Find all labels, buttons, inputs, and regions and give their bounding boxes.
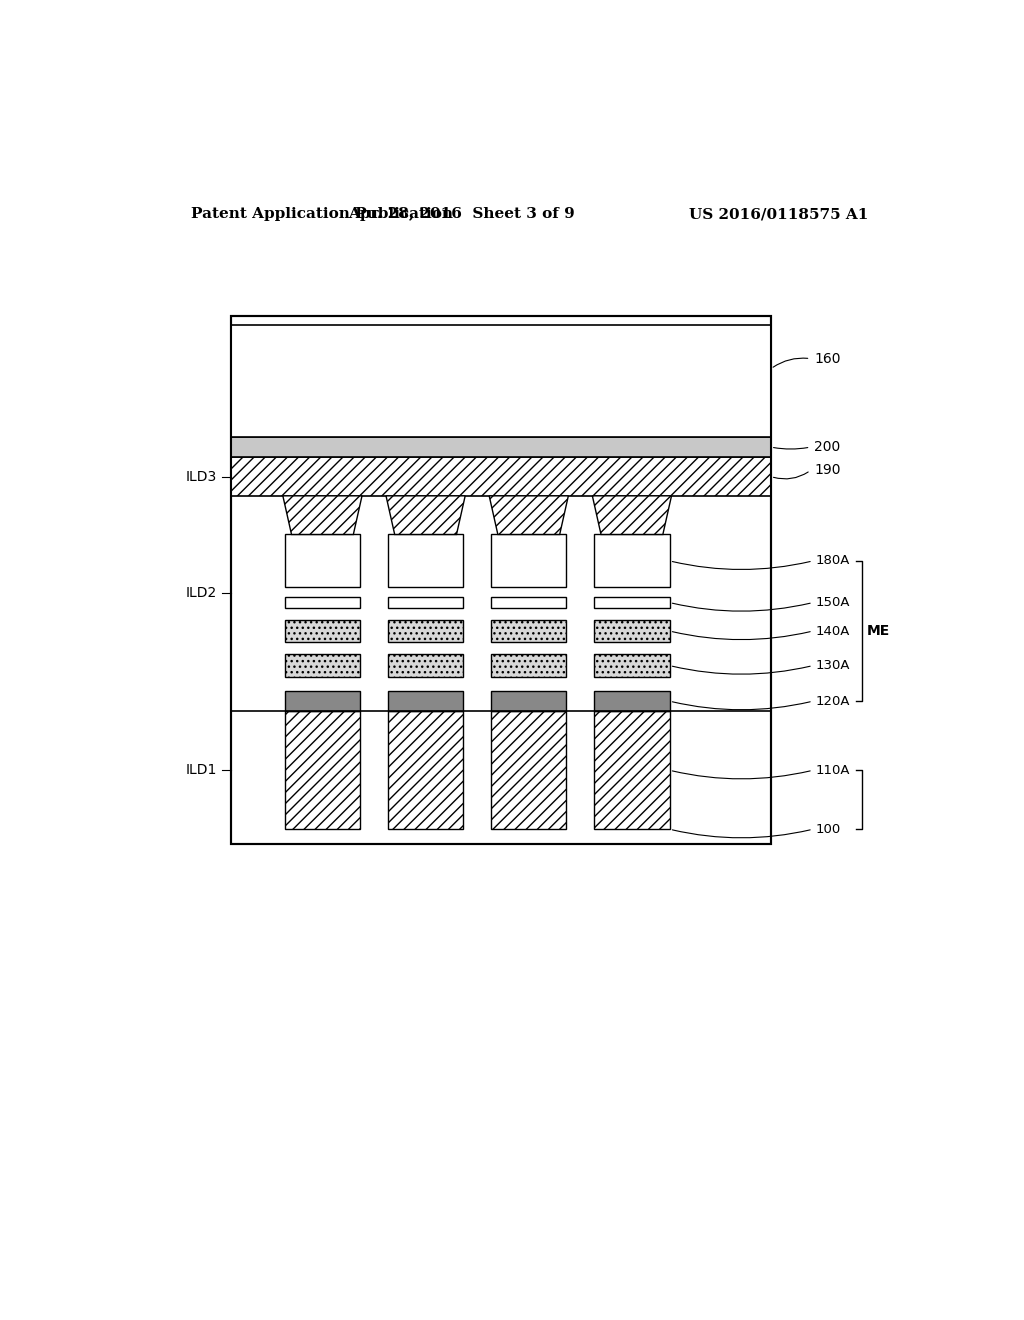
- Polygon shape: [489, 496, 568, 535]
- Text: 160: 160: [814, 351, 841, 366]
- Text: 180A: 180A: [816, 554, 850, 568]
- Bar: [388, 655, 463, 677]
- Text: US 2016/0118575 A1: US 2016/0118575 A1: [689, 207, 868, 222]
- Text: 200: 200: [814, 440, 841, 454]
- Text: Patent Application Publication: Patent Application Publication: [191, 207, 454, 222]
- Text: ILD1: ILD1: [185, 763, 217, 777]
- Text: 130A: 130A: [816, 659, 851, 672]
- Bar: [231, 325, 771, 437]
- Bar: [388, 535, 463, 587]
- Text: 100: 100: [816, 822, 842, 836]
- Bar: [594, 655, 670, 677]
- Bar: [388, 690, 463, 711]
- Bar: [388, 620, 463, 643]
- Bar: [594, 690, 670, 711]
- Text: 150A: 150A: [816, 597, 851, 609]
- Text: Apr. 28, 2016  Sheet 3 of 9: Apr. 28, 2016 Sheet 3 of 9: [348, 207, 574, 222]
- Bar: [492, 598, 566, 607]
- Text: ME: ME: [867, 624, 890, 638]
- Bar: [285, 620, 360, 643]
- Bar: [492, 711, 566, 829]
- Bar: [594, 535, 670, 587]
- Polygon shape: [283, 496, 362, 535]
- Bar: [492, 690, 566, 711]
- Polygon shape: [592, 496, 672, 535]
- Text: ILD3: ILD3: [185, 470, 217, 483]
- Text: ILD2: ILD2: [185, 586, 217, 601]
- Text: FIG. 5: FIG. 5: [378, 346, 481, 378]
- Bar: [594, 711, 670, 829]
- Bar: [231, 437, 771, 457]
- Bar: [388, 598, 463, 607]
- Bar: [492, 535, 566, 587]
- Bar: [285, 655, 360, 677]
- Polygon shape: [386, 496, 465, 535]
- Bar: [594, 598, 670, 607]
- Text: 110A: 110A: [816, 764, 851, 776]
- Text: 120A: 120A: [816, 694, 851, 708]
- Bar: [492, 655, 566, 677]
- Bar: [231, 315, 771, 845]
- Bar: [231, 315, 771, 845]
- Bar: [492, 620, 566, 643]
- Text: 140A: 140A: [816, 624, 850, 638]
- Bar: [231, 457, 771, 496]
- Bar: [285, 690, 360, 711]
- Text: 190: 190: [814, 463, 841, 478]
- Bar: [388, 711, 463, 829]
- Bar: [285, 598, 360, 607]
- Bar: [594, 620, 670, 643]
- Bar: [285, 711, 360, 829]
- Bar: [285, 535, 360, 587]
